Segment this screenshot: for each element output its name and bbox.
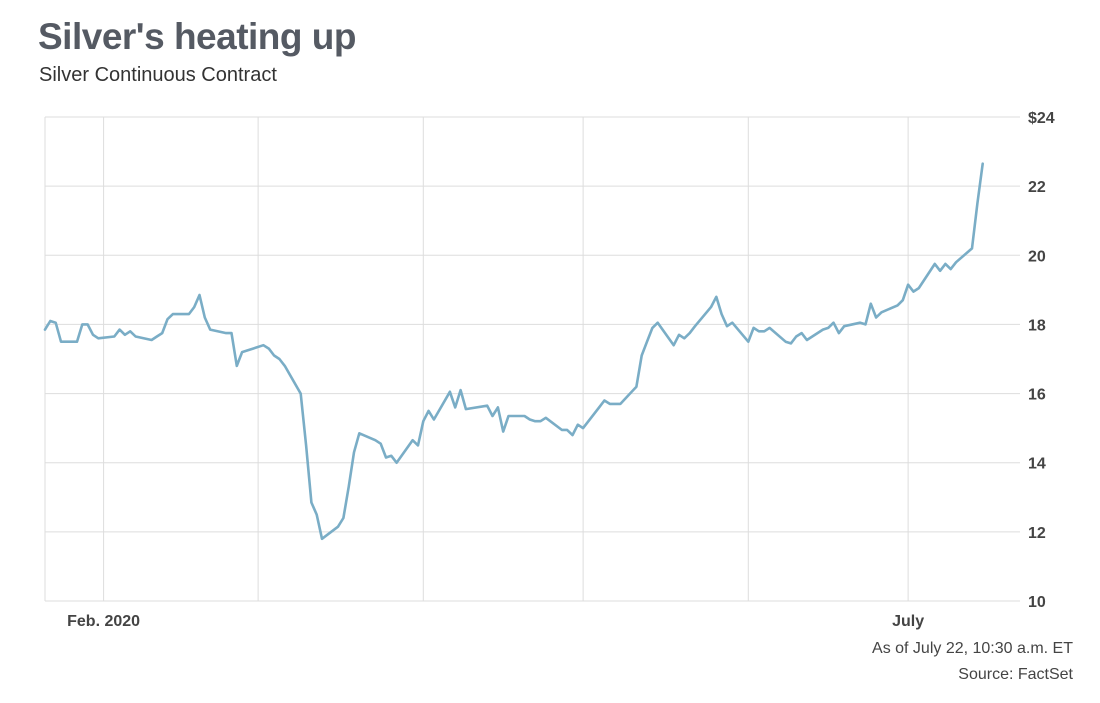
y-tick-label: 10 bbox=[1028, 594, 1046, 611]
y-tick-label: $24 bbox=[1028, 110, 1055, 127]
y-tick-label: 16 bbox=[1028, 387, 1046, 404]
y-tick-label: 18 bbox=[1028, 317, 1046, 334]
series-line bbox=[43, 162, 985, 541]
y-tick-label: 12 bbox=[1028, 525, 1046, 542]
x-tick-label: July bbox=[892, 613, 924, 630]
source-note: Source: FactSet bbox=[958, 666, 1073, 683]
y-tick-label: 22 bbox=[1028, 179, 1046, 196]
y-tick-label: 14 bbox=[1028, 456, 1046, 473]
y-tick-label: 20 bbox=[1028, 248, 1046, 265]
as-of-note: As of July 22, 10:30 a.m. ET bbox=[872, 640, 1073, 657]
x-tick-label: Feb. 2020 bbox=[67, 613, 140, 630]
chart-subtitle: Silver Continuous Contract bbox=[39, 64, 277, 86]
chart-title: Silver's heating up bbox=[38, 16, 357, 57]
